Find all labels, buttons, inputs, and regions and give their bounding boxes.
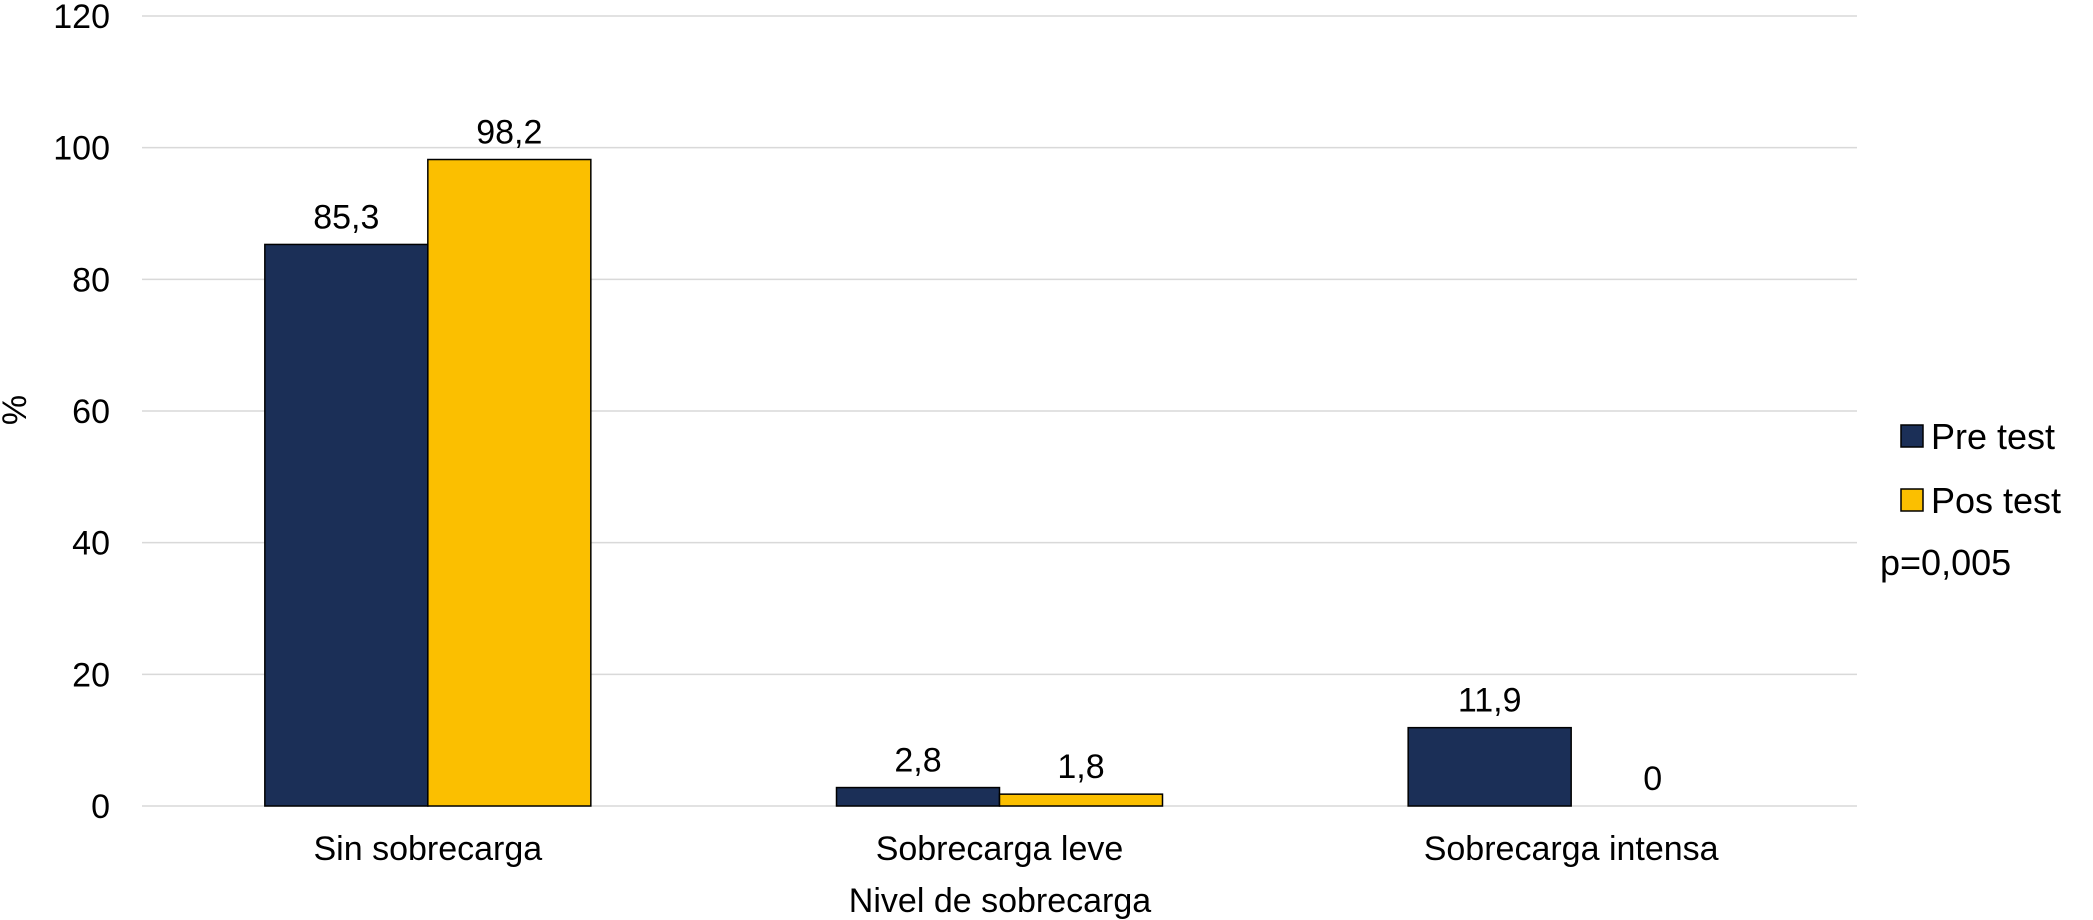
y-tick-label: 80 [72, 261, 110, 299]
y-axis-ticks: 0 20 40 60 80 100 120 [53, 0, 110, 826]
p-value-annotation: p=0,005 [1880, 542, 2011, 583]
legend: Pre test Pos test p=0,005 [1880, 416, 2061, 583]
bar-pre-test [264, 243, 429, 807]
x-tick-label: Sobrecarga intensa [1424, 830, 1719, 868]
y-tick-label: 0 [91, 788, 110, 826]
y-tick-label: 20 [72, 656, 110, 694]
y-tick-label: 120 [53, 0, 110, 36]
data-label: 1,8 [1057, 748, 1104, 786]
data-label: 98,2 [476, 114, 542, 152]
data-label: 11,9 [1458, 682, 1522, 720]
data-label: 0 [1643, 760, 1662, 798]
bar-pre-test [1407, 726, 1572, 807]
x-tick-label: Sobrecarga leve [876, 830, 1124, 868]
legend-label-pre-test: Pre test [1931, 416, 2055, 457]
legend-item-pos-test: Pos test [1900, 480, 2061, 521]
x-tick-label: Sin sobrecarga [313, 830, 542, 868]
y-tick-label: 40 [72, 525, 110, 563]
x-axis-ticks: Sin sobrecarga Sobrecarga leve Sobrecarga … [313, 830, 1718, 868]
bars [264, 158, 1572, 807]
legend-label-pos-test: Pos test [1931, 480, 2061, 521]
x-axis-label: Nivel de sobrecarga [849, 882, 1151, 920]
y-axis-label: % [0, 395, 34, 425]
y-tick-label: 100 [53, 130, 110, 168]
bar-pos-test [998, 793, 1164, 807]
bar-pre-test [835, 786, 1001, 807]
data-label: 85,3 [313, 198, 379, 236]
legend-swatch-pre-test [1900, 424, 1924, 448]
data-labels: 85,3 98,2 2,8 1,8 11,9 0 [313, 114, 1662, 798]
legend-swatch-pos-test [1900, 488, 1924, 512]
data-label: 2,8 [894, 742, 941, 780]
legend-item-pre-test: Pre test [1900, 416, 2055, 457]
bar-pos-test [427, 158, 592, 807]
y-tick-label: 60 [72, 393, 110, 431]
